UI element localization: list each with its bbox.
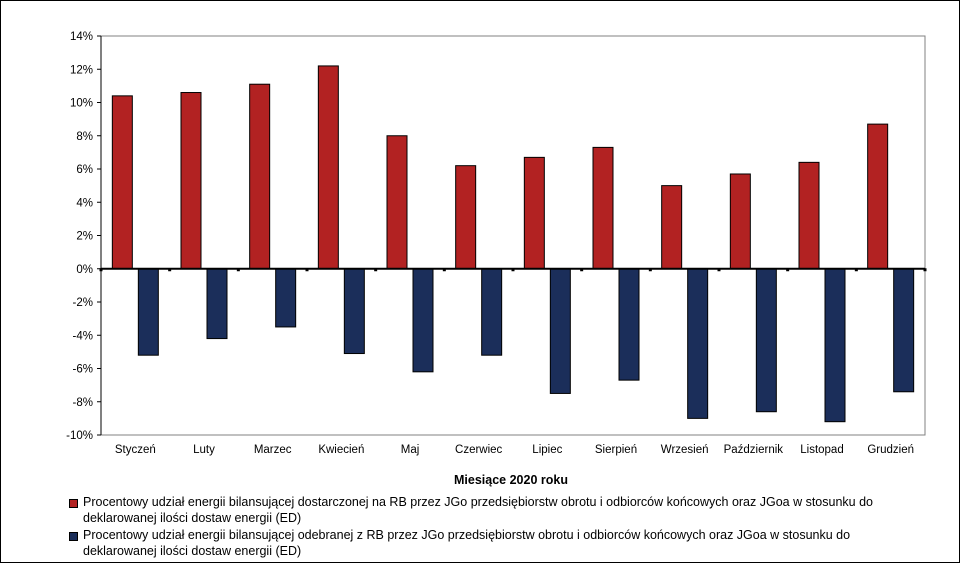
x-axis-title: Miesiące 2020 roku [454,473,568,487]
y-tick-label: 4% [76,197,93,209]
x-tick-label: Lipiec [532,444,562,456]
bar-series-1 [798,161,820,270]
bar-series-1 [111,95,133,270]
bar-series-2 [137,268,159,356]
bar-series-1 [729,173,751,270]
x-tick-label: Luty [193,444,215,456]
bar-series-1 [180,92,202,270]
x-tick-mark [854,268,858,272]
bar-series-1 [523,156,545,270]
bar-series-2 [481,268,503,356]
x-tick-label: Czerwiec [455,444,503,456]
legend-swatch-series-2 [69,532,78,541]
x-tick-label: Maj [401,444,420,456]
bar-series-1 [455,165,477,270]
bar-series-2 [893,268,915,393]
y-tick-label: 10% [70,98,93,110]
x-tick-mark [99,268,103,272]
x-tick-mark [168,268,172,272]
x-tick-mark [236,268,240,272]
y-tick-label: -2% [73,297,93,309]
bar-series-2 [824,268,846,423]
x-tick-label: Kwiecień [318,444,364,456]
x-tick-mark [717,268,721,272]
x-tick-label: Styczeń [115,444,156,456]
bar-series-1 [661,185,683,270]
bar-series-2 [549,268,571,394]
y-tick-label: 2% [76,231,93,243]
x-tick-mark [511,268,515,272]
bar-series-1 [867,123,889,270]
x-tick-mark [648,268,652,272]
y-tick-label: -6% [73,364,93,376]
x-tick-label: Grudzień [867,444,914,456]
y-tick-label: 12% [70,64,93,76]
x-tick-label: Wrzesień [661,444,709,456]
y-tick-label: 0% [76,264,93,276]
bar-series-1 [249,83,271,270]
bar-series-2 [755,268,777,413]
bar-series-2 [206,268,228,340]
x-tick-mark [374,268,378,272]
bar-series-1 [317,65,339,270]
y-tick-label: 6% [76,164,93,176]
legend-label-series-1: Procentowy udział energii bilansującej d… [83,495,873,525]
bar-series-2 [618,268,640,381]
x-tick-mark [580,268,584,272]
x-tick-label: Październik [724,444,784,456]
x-tick-mark [442,268,446,272]
y-tick-label: -8% [73,397,93,409]
x-tick-mark [305,268,309,272]
bar-series-2 [412,268,434,373]
legend-label-series-2: Procentowy udział energii bilansującej o… [83,528,851,558]
legend-swatch-series-1 [69,499,78,508]
y-tick-label: 14% [70,31,93,43]
bar-series-2 [343,268,365,355]
x-tick-mark [786,268,790,272]
bar-series-2 [275,268,297,328]
x-tick-label: Listopad [800,444,843,456]
bar-series-2 [687,268,709,419]
y-tick-label: -4% [73,330,93,342]
x-tick-mark [923,268,927,272]
bar-series-1 [592,146,614,270]
y-tick-label: 8% [76,131,93,143]
y-tick-label: -10% [66,430,93,442]
x-tick-label: Marzec [254,444,292,456]
bar-series-1 [386,135,408,270]
x-tick-label: Sierpień [595,444,637,456]
